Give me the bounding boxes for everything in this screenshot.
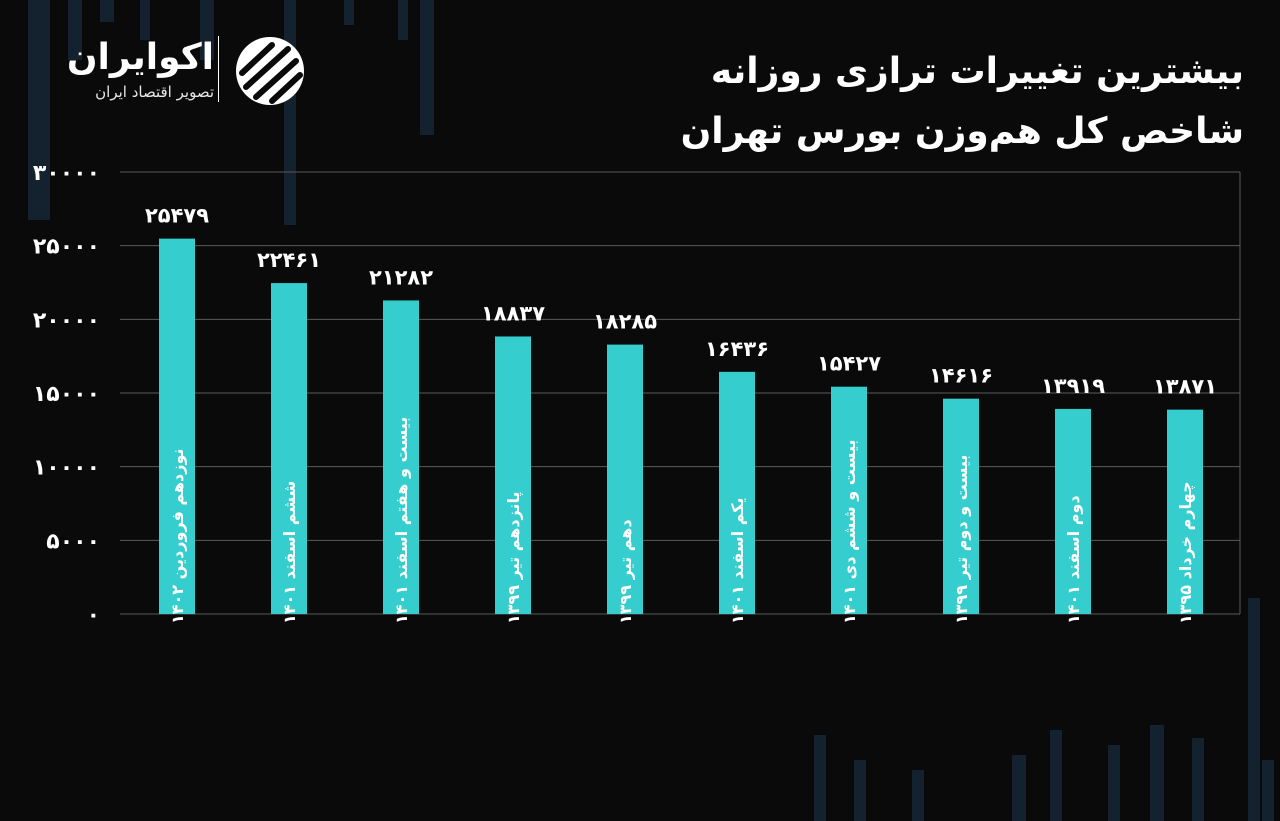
bar [943,398,979,614]
x-tick-label: دوم اسفند ۱۴۰۱ [1064,495,1083,624]
deco-candle [1248,598,1260,821]
deco-candle [398,0,408,40]
data-label: ۱۸۸۳۷ [481,301,545,325]
chart-title-line-2: شاخص کل هم‌وزن بورس تهران [680,111,1244,152]
y-tick-label: ۰ [87,603,100,628]
bar [271,283,307,614]
deco-candle [1012,755,1026,821]
y-tick-label: ۲۵۰۰۰ [33,235,100,260]
deco-candle [814,735,826,821]
brand-mark-icon [236,37,304,105]
x-tick-label: بیست و هفتم اسفند ۱۴۰۱ [392,417,411,624]
bar [607,344,643,614]
x-tick-label: بیست و ششم دی ۱۴۰۱ [840,440,859,624]
brand-divider [218,36,219,102]
deco-candle [854,760,866,821]
deco-candle [140,0,150,40]
bar [1055,408,1091,614]
y-tick-label: ۵۰۰۰ [46,529,100,554]
bar [719,371,755,614]
data-label: ۲۵۴۷۹ [145,204,209,228]
bar [831,386,867,614]
x-tick-label: چهارم خرداد ۱۳۹۵ [1176,481,1196,624]
deco-candle [1050,730,1062,821]
brand-tagline: تصویر اقتصاد ایران [95,83,214,101]
x-tick-label: نوزدهم فروردین ۱۴۰۲ [168,448,187,624]
brand-name: اکوایران [66,37,214,78]
data-label: ۱۴۶۱۶ [929,364,993,388]
data-label: ۱۸۲۸۵ [593,310,657,334]
deco-candle [28,0,50,220]
data-label: ۱۶۴۳۶ [705,337,769,361]
deco-candle [1108,745,1120,821]
chart-title: بیشترین تغییرات ترازی روزانه شاخص کل هم‌… [544,42,1244,162]
data-label: ۱۳۹۱۹ [1041,374,1105,398]
deco-candle [1192,738,1204,821]
x-tick-label: بیست و دوم تیر ۱۳۹۹ [952,455,971,624]
deco-candle [100,0,114,22]
bar [1167,409,1203,614]
bar [495,336,531,614]
x-tick-label: ششم اسفند ۱۴۰۱ [280,481,299,624]
x-tick-label: پانزدهم تیر ۱۳۹۹ [504,491,524,624]
x-tick-label: یکم اسفند ۱۴۰۱ [728,497,747,624]
chart-title-line-1: بیشترین تغییرات ترازی روزانه [710,51,1244,92]
deco-candle [1150,725,1164,821]
y-tick-label: ۱۰۰۰۰ [33,456,100,481]
data-label: ۱۵۴۲۷ [817,352,881,376]
deco-candle [1262,760,1274,821]
deco-candle [68,0,82,60]
x-tick-label: دهم تیر ۱۳۹۹ [616,519,635,624]
y-tick-label: ۲۰۰۰۰ [33,308,100,333]
bar [159,238,195,614]
data-label: ۱۳۸۷۱ [1153,375,1217,399]
deco-candle [344,0,354,25]
data-label: ۲۲۴۶۱ [257,248,321,272]
deco-candle [912,770,924,821]
y-tick-label: ۳۰۰۰۰ [33,161,100,186]
bar [383,300,419,614]
deco-candle [420,0,434,135]
data-label: ۲۱۲۸۲ [369,265,433,289]
deco-candle [200,0,214,60]
y-tick-label: ۱۵۰۰۰ [33,382,100,407]
